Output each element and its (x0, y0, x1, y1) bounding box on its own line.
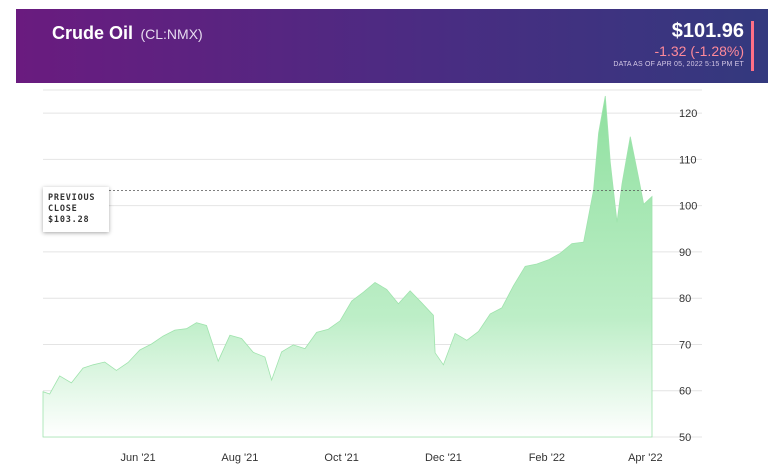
previous-close-line1: PREVIOUS (48, 193, 96, 203)
price-block: $101.96 -1.32 (-1.28%) DATA AS OF APR 05… (613, 19, 744, 70)
x-tick-label: Aug '21 (221, 452, 258, 464)
x-tick-label: Dec '21 (425, 452, 462, 464)
x-tick-label: Oct '21 (324, 452, 359, 464)
y-tick-label: 80 (679, 293, 691, 305)
previous-close-label: PREVIOUS CLOSE $103.28 (43, 187, 109, 232)
y-tick-label: 120 (679, 108, 697, 120)
x-tick-label: Feb '22 (529, 452, 565, 464)
y-tick-label: 50 (679, 432, 691, 444)
y-tick-label: 70 (679, 339, 691, 351)
data-timestamp: DATA AS OF APR 05, 2022 5:15 PM ET (613, 61, 744, 68)
x-axis: Jun '21 Aug '21 Oct '21 Dec '21 Feb '22 Apr '… (121, 452, 663, 464)
price-accent-bar (751, 21, 754, 71)
last-price: $101.96 (671, 20, 744, 42)
x-tick-label: Jun '21 (121, 452, 156, 464)
previous-close-value: $103.28 (48, 215, 90, 225)
instrument-title: Crude Oil (CL:NMX) (52, 23, 203, 44)
x-tick-label: Apr '22 (628, 452, 663, 464)
price-area (42, 95, 653, 438)
previous-close-line2: CLOSE (48, 204, 78, 214)
y-tick-label: 90 (679, 247, 691, 259)
y-axis: 50 60 70 80 90 100 110 120 (679, 108, 697, 444)
y-tick-label: 110 (679, 154, 697, 166)
quote-header: Crude Oil (CL:NMX) $101.96 -1.32 (-1.28%… (16, 9, 768, 83)
y-tick-label: 100 (679, 201, 697, 213)
price-change: -1.32 (-1.28%) (654, 43, 744, 59)
instrument-symbol: (CL:NMX) (140, 26, 203, 42)
instrument-name: Crude Oil (52, 23, 134, 43)
y-tick-label: 60 (679, 386, 691, 398)
